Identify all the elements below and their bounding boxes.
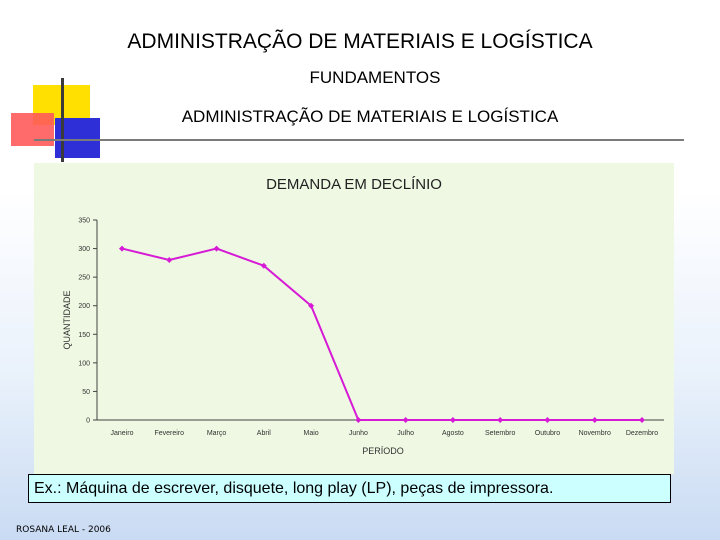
slide-subtitle: FUNDAMENTOS — [309, 68, 441, 87]
x-tick-label: Maio — [303, 430, 318, 437]
data-point — [260, 262, 267, 269]
chart-title: DEMANDA EM DECLÍNIO — [266, 176, 442, 193]
data-point — [213, 245, 220, 252]
y-tick-label: 0 — [86, 418, 90, 425]
data-point — [639, 417, 645, 423]
line-chart: 0 50 100 150 200 250 300 350 Janeiro Fevereiro Mar… — [62, 218, 664, 456]
y-tick-label: 50 — [82, 389, 90, 396]
chart-panel: DEMANDA EM DECLÍNIO 0 50 100 150 200 250 300 35… — [34, 163, 674, 474]
decoration-vertical-line — [61, 78, 64, 162]
footer-credit: ROSANA LEAL - 2006 — [16, 525, 111, 535]
y-tick-label: 300 — [78, 246, 90, 253]
x-tick-label: Abril — [257, 430, 271, 437]
x-tick-label: Outubro — [535, 430, 560, 437]
data-point — [402, 417, 409, 423]
x-tick-label: Fevereiro — [154, 430, 184, 437]
x-tick-label: Janeiro — [111, 430, 134, 437]
data-point — [544, 417, 551, 423]
data-point — [497, 417, 504, 423]
data-point — [355, 417, 362, 423]
x-tick-label: Novembro — [579, 430, 611, 437]
y-axis-title: QUANTIDADE — [62, 290, 72, 349]
data-point — [119, 245, 125, 252]
y-tick-label: 200 — [78, 303, 90, 310]
x-tick-label: Setembro — [485, 430, 515, 437]
y-tick-label: 350 — [78, 218, 90, 225]
section-title: ADMINISTRAÇÃO DE MATERIAIS E LOGÍSTICA — [181, 107, 559, 126]
data-point — [449, 417, 456, 423]
x-tick-label: Julho — [397, 430, 414, 437]
decoration-horizontal-line — [34, 139, 684, 141]
x-tick-label: Março — [207, 430, 227, 437]
example-note: Ex.: Máquina de escrever, disquete, long… — [28, 474, 671, 503]
x-axis-title: PERÍODO — [362, 446, 404, 456]
x-tick-label: Agosto — [442, 430, 464, 437]
y-tick-label: 150 — [78, 332, 90, 339]
series-line — [121, 247, 642, 421]
slide-title: ADMINISTRAÇÃO DE MATERIAIS E LOGÍSTICA — [127, 30, 593, 53]
data-point — [591, 417, 598, 423]
data-point — [308, 302, 315, 309]
y-tick-label: 100 — [78, 360, 90, 367]
data-point — [166, 257, 173, 263]
y-tick-label: 250 — [78, 275, 90, 282]
x-tick-label: Dezembro — [626, 430, 658, 437]
x-tick-label: Junho — [349, 430, 368, 437]
